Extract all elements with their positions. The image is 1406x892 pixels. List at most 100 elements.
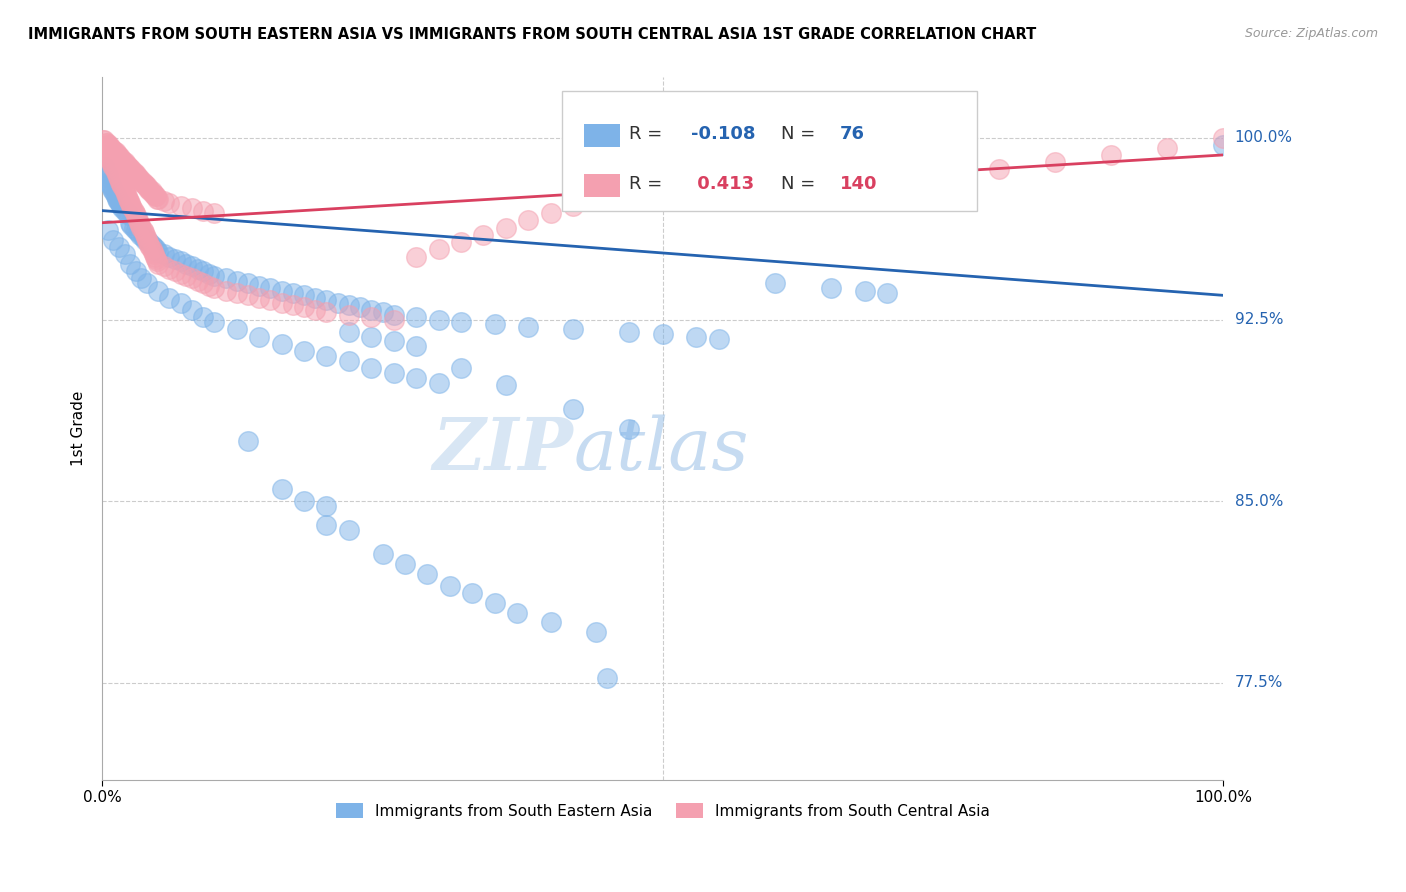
Point bbox=[337, 523, 360, 537]
Point bbox=[405, 310, 427, 325]
Text: 100.0%: 100.0% bbox=[1234, 130, 1292, 145]
Point bbox=[138, 182, 160, 196]
Point bbox=[93, 160, 115, 174]
Point bbox=[337, 308, 360, 322]
Point bbox=[143, 250, 166, 264]
Point bbox=[145, 189, 167, 203]
Point bbox=[585, 192, 607, 206]
Point bbox=[114, 186, 136, 201]
Point bbox=[596, 671, 619, 685]
Point bbox=[191, 277, 214, 291]
Point bbox=[360, 302, 382, 317]
Text: IMMIGRANTS FROM SOUTH EASTERN ASIA VS IMMIGRANTS FROM SOUTH CENTRAL ASIA 1ST GRA: IMMIGRANTS FROM SOUTH EASTERN ASIA VS IM… bbox=[28, 27, 1036, 42]
Point bbox=[114, 247, 136, 261]
Point bbox=[191, 203, 214, 218]
Point bbox=[540, 615, 562, 630]
Point bbox=[159, 250, 181, 264]
Point bbox=[96, 145, 118, 160]
Point bbox=[382, 308, 405, 322]
Point bbox=[292, 301, 315, 315]
Point bbox=[315, 518, 337, 533]
Point bbox=[876, 285, 898, 300]
Point bbox=[270, 336, 292, 351]
Point bbox=[148, 244, 170, 259]
Point bbox=[853, 284, 876, 298]
Point bbox=[281, 285, 304, 300]
Point bbox=[107, 169, 129, 184]
Point bbox=[97, 150, 120, 164]
Point bbox=[153, 260, 176, 274]
Point bbox=[142, 186, 165, 201]
Point bbox=[104, 145, 127, 160]
Point bbox=[619, 325, 641, 339]
Point bbox=[125, 264, 148, 278]
Point bbox=[270, 295, 292, 310]
Point bbox=[104, 189, 127, 203]
Point bbox=[337, 298, 360, 312]
Point bbox=[110, 177, 132, 191]
Point bbox=[820, 281, 842, 295]
Point bbox=[131, 223, 153, 237]
Point bbox=[103, 162, 125, 177]
Point bbox=[450, 315, 472, 329]
Point bbox=[132, 177, 155, 191]
Point bbox=[131, 230, 153, 244]
Point bbox=[134, 233, 156, 247]
Point bbox=[145, 252, 167, 266]
Point bbox=[180, 260, 202, 274]
Point bbox=[247, 278, 270, 293]
Point bbox=[94, 136, 117, 150]
Point bbox=[91, 133, 114, 147]
Point bbox=[138, 237, 160, 252]
Point bbox=[146, 254, 169, 268]
Point bbox=[382, 312, 405, 326]
FancyBboxPatch shape bbox=[585, 174, 620, 196]
Point bbox=[360, 361, 382, 376]
Point bbox=[685, 329, 707, 343]
Point bbox=[315, 499, 337, 513]
Point bbox=[153, 247, 176, 261]
Point bbox=[304, 291, 326, 305]
Point bbox=[763, 277, 786, 291]
Point bbox=[707, 332, 730, 346]
Point bbox=[125, 169, 148, 184]
Text: ZIP: ZIP bbox=[432, 414, 574, 485]
Point bbox=[165, 252, 187, 266]
Point bbox=[114, 184, 136, 198]
Point bbox=[197, 267, 219, 281]
Point bbox=[108, 194, 131, 208]
Point bbox=[225, 322, 247, 336]
Point bbox=[180, 302, 202, 317]
Point bbox=[153, 194, 176, 208]
Point bbox=[270, 284, 292, 298]
Point bbox=[93, 141, 115, 155]
Point bbox=[148, 192, 170, 206]
Point bbox=[128, 216, 150, 230]
Point bbox=[180, 271, 202, 285]
Point bbox=[103, 184, 125, 198]
Point bbox=[103, 160, 125, 174]
FancyBboxPatch shape bbox=[585, 124, 620, 146]
Text: 76: 76 bbox=[839, 126, 865, 144]
Point bbox=[517, 213, 540, 227]
Point bbox=[214, 271, 236, 285]
Point bbox=[292, 288, 315, 302]
FancyBboxPatch shape bbox=[562, 92, 977, 211]
Point bbox=[145, 243, 167, 257]
Point bbox=[141, 243, 163, 257]
Point bbox=[104, 165, 127, 179]
Point bbox=[112, 182, 135, 196]
Point bbox=[820, 148, 842, 162]
Point bbox=[236, 277, 259, 291]
Point bbox=[105, 167, 128, 181]
Point bbox=[540, 206, 562, 220]
Point bbox=[170, 295, 193, 310]
Point bbox=[139, 240, 162, 254]
Text: R =: R = bbox=[630, 176, 668, 194]
Point bbox=[127, 213, 149, 227]
Point bbox=[108, 175, 131, 189]
Point bbox=[124, 167, 146, 181]
Point bbox=[484, 596, 506, 610]
Point bbox=[125, 223, 148, 237]
Point bbox=[97, 223, 120, 237]
